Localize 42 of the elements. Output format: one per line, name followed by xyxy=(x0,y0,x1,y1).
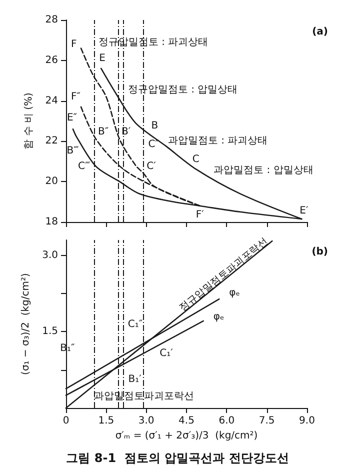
x-tick-label: 1.5 xyxy=(98,416,114,426)
y-tick-label: 26 xyxy=(45,54,58,66)
x-tick-label: 3.0 xyxy=(138,416,154,426)
annotation: 과압밀점토 : 파괴상태 xyxy=(168,136,268,146)
annotation: φₑ xyxy=(213,311,224,322)
y-tick-label: 1.5 xyxy=(42,326,58,338)
annotation: E xyxy=(99,52,106,64)
y-tick-label: 28 xyxy=(45,14,58,26)
annotation: C₁′ xyxy=(160,348,174,359)
x-tick-label: 4.5 xyxy=(178,416,194,426)
annotation: C₁″ xyxy=(128,319,143,330)
y-axis-title: (σ₁ − σ₃)/2 (kg/cm²) xyxy=(20,272,32,375)
y-tick-label: 3.0 xyxy=(42,250,58,261)
annotation: B₁′ xyxy=(128,374,142,386)
x-tick-label: 9.0 xyxy=(299,416,315,426)
y-tick-label: 20 xyxy=(45,176,58,188)
y-tick-label: 24 xyxy=(45,95,58,106)
annotation: 과압밀점토 : 압밀상태 xyxy=(214,165,314,176)
x-tick-label: 6.0 xyxy=(218,416,235,426)
annotation: B″ xyxy=(98,126,109,138)
x-axis-title: σ′ₘ = (σ′₁ + 2σ′₃)/3 (kg/cm²) xyxy=(115,430,258,442)
annotation: F xyxy=(70,38,77,50)
x-tick-label: 0 xyxy=(62,416,70,426)
annotation: C‴ xyxy=(78,160,90,172)
text: (b) xyxy=(312,246,328,258)
y-tick-label: 18 xyxy=(45,216,58,228)
annotation: F″ xyxy=(70,91,81,102)
annotation: B xyxy=(151,120,158,132)
text: (a) xyxy=(312,26,328,38)
annotation: 정규압밀점토 : 압밀상태 xyxy=(128,84,238,96)
annotation: C xyxy=(192,154,200,165)
y-axis-title: 함 수 비 (%) xyxy=(24,92,34,150)
annotation: F′ xyxy=(196,209,205,220)
caption: 그림 8-1 점토의 압밀곡선과 전단강도선 xyxy=(66,451,289,465)
y-tick-label: 22 xyxy=(45,136,58,147)
annotation: E′ xyxy=(300,205,309,216)
annotation: C″ xyxy=(148,138,160,150)
annotation: C′ xyxy=(146,161,157,172)
annotation: B‴ xyxy=(66,146,79,157)
x-tick-label: 7.5 xyxy=(258,416,275,426)
annotation: 과압밀점토파괴포락선 xyxy=(94,391,194,402)
annotation: E″ xyxy=(66,112,78,124)
